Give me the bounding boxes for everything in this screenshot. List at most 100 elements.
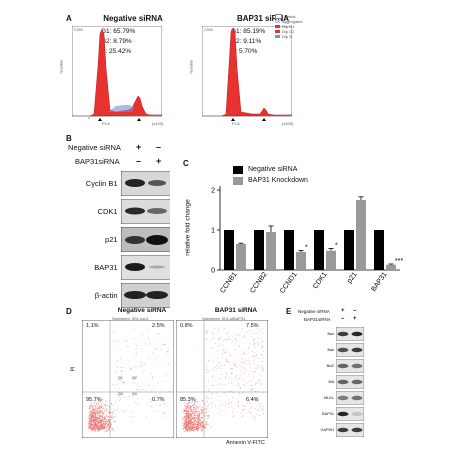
quadrant-ur-right: 7.5%: [246, 323, 259, 329]
legend-swatch: [275, 25, 280, 28]
panel-a-letter: A: [66, 14, 72, 23]
legend-item-dip-s: Dip S: [275, 34, 305, 39]
panel-a-right-title: BAP31 siRNA: [236, 14, 289, 23]
panel-b-row1-label: Negative siRNA: [68, 143, 121, 152]
panel-a-right-stats: G1: 85.19% G2: 9.11% S: 5.70%: [231, 27, 265, 57]
legend-item-negative: Negative siRNA: [233, 164, 308, 175]
blot-image: [120, 227, 170, 252]
g2-stat: G2: 9.11%: [231, 38, 262, 45]
blot-row-cdk1: CDK1: [78, 198, 170, 225]
significance-marker: *: [335, 242, 338, 249]
x-tick-label: CCNB1: [219, 271, 238, 295]
bar-bap31-knockdown: [386, 264, 396, 270]
quadrant-ll-left: 95.7%: [86, 397, 102, 403]
blot-row-p21: p21: [78, 226, 170, 253]
band-label: GAPDH: [320, 427, 334, 432]
blot-row-gapdh: GAPDH: [310, 422, 366, 437]
legend-item-knockdown: BAP31 Knockdown: [233, 175, 308, 186]
panel-b-row2-label: BAP31siRNA: [75, 157, 120, 166]
significance-marker: *: [305, 244, 308, 251]
panel-a-left-xlabel: PI-A: [102, 121, 110, 126]
blot-row-bax: Bax: [310, 326, 366, 341]
panel-e-row2-sign2: +: [353, 316, 357, 322]
panel-a-left-title: Negative siRNA: [103, 14, 163, 23]
s-stat: S: 5.70%: [231, 48, 258, 55]
band-label: β-actin: [94, 291, 118, 300]
legend-swatch: [233, 165, 243, 174]
event-dots: [88, 328, 171, 433]
panel-a-left-stats: G1: 65.79% G2: 8.79% S: 25.42%: [101, 27, 135, 57]
panel-c-letter: C: [183, 159, 189, 168]
gate-label-q4-left: Q4: [132, 392, 137, 396]
blot-image: [120, 199, 170, 224]
quadrant-ur-left: 2.5%: [152, 323, 165, 329]
panel-e-row2-label: BAP31siRNA: [304, 317, 331, 322]
x-tick-label: CCND1: [279, 271, 299, 295]
bar-ccnb1-negative: [224, 230, 234, 270]
blot-image: [336, 342, 364, 357]
blot-row-bid: Bid: [310, 374, 366, 389]
blot-image: [336, 374, 364, 389]
panel-b-row2-sign1: –: [136, 156, 142, 166]
blot-image: [336, 390, 364, 405]
gate-label-q3-left: Q3: [118, 392, 123, 396]
panel-b-row1-sign2: –: [156, 142, 162, 152]
x-tick-label: p21: [346, 271, 358, 285]
panel-b-letter: B: [66, 134, 72, 143]
panel-d-ylabel-box: PI: [70, 360, 80, 380]
band-label: MLKL: [324, 395, 334, 400]
panel-c-legend: Negative siRNA BAP31 Knockdown: [233, 164, 308, 186]
g2-stat: G2: 8.79%: [101, 38, 132, 45]
plot-frame: [82, 320, 174, 438]
y-tick-label: 0: [211, 268, 215, 275]
legend-item-dip-g2: Dip G2: [275, 29, 305, 34]
bar-p21-knockdown: [356, 200, 366, 270]
bar-ccnd1-negative: [284, 230, 294, 270]
panel-b-row1-sign1: +: [136, 142, 142, 152]
blot-row-cyclin-b1: Cyclin B1: [78, 170, 170, 197]
bar-ccnb1-knockdown: [236, 244, 246, 270]
blot-row-bap31: BAP31: [310, 406, 366, 421]
gate-label-q2-left: Q2: [132, 376, 137, 380]
event-dots: [182, 327, 265, 433]
band-label: CDK1: [97, 207, 118, 216]
x-tick-label: BAP31: [370, 271, 388, 293]
legend-item-dip-g1: Dip G1: [275, 24, 305, 29]
blot-image: [120, 283, 170, 308]
quadrant-lr-right: 6.4%: [246, 397, 259, 403]
panel-b-blot: Cyclin B1 CDK1 p21 BAP31 β-actin: [78, 170, 170, 309]
panel-d-letter: D: [66, 307, 72, 316]
panel-e-row2-sign1: –: [341, 316, 345, 322]
blot-image: [120, 255, 170, 280]
quadrant-lr-left: 0.7%: [152, 397, 165, 403]
svg-text:2,500: 2,500: [204, 28, 213, 32]
blot-image: [336, 358, 364, 373]
bar-cdk1-negative: [314, 230, 324, 270]
legend-swatch: [275, 30, 280, 33]
panel-a-right-xunit: (x100): [282, 121, 294, 126]
blot-image: [336, 326, 364, 341]
legend-swatch: [233, 176, 243, 185]
band-label: BAP31: [94, 263, 118, 272]
panel-a-right-xlabel: PI-A: [232, 121, 240, 126]
panel-d-right-title: BAP31 siRNA: [214, 307, 258, 314]
bar-ccnb2-knockdown: [266, 232, 276, 270]
gate-label-q1-left: Q1: [118, 376, 123, 380]
quadrant-ul-right: 0.8%: [180, 323, 193, 329]
blot-row-beta-actin: β-actin: [78, 282, 170, 309]
panel-a-right-histogram: 2,500: [202, 26, 292, 121]
panel-d-left-subtitle: Specimen_001-con1: [112, 316, 149, 321]
blot-image: [120, 171, 170, 196]
panel-d-left-scatter: [82, 320, 174, 438]
g1-stat: G1: 65.79%: [101, 28, 136, 35]
x-tick-label: CCNB2: [249, 271, 268, 295]
band-label: Bid: [328, 379, 335, 384]
bar-ccnd1-knockdown: [296, 252, 306, 270]
band-label: Bcl2: [326, 363, 334, 368]
significance-marker: ***: [395, 258, 403, 265]
bar-p21-negative: [344, 230, 354, 270]
panel-b-row2-sign2: +: [156, 156, 162, 166]
band-label: Bax: [327, 331, 334, 336]
panel-a-right-ylabel: Number: [188, 59, 194, 74]
panel-e-blot: Bax Bak Bcl2 Bid MLKL BAP31 GAPDH: [310, 326, 366, 438]
